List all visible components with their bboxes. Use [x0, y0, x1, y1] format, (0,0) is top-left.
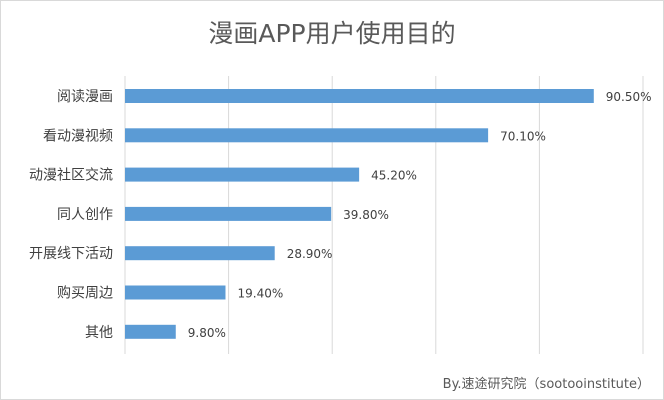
bar: [125, 128, 489, 143]
category-label: 购买周边: [57, 286, 113, 302]
data-label: 19.40%: [237, 287, 283, 301]
data-label: 39.80%: [343, 208, 389, 222]
source-note: By.速途研究院（sootooinstitute）: [443, 376, 650, 392]
category-label: 其他: [85, 325, 113, 341]
bar: [125, 206, 332, 221]
bar: [125, 285, 226, 300]
data-label: 9.80%: [188, 326, 226, 340]
category-label: 动漫社区交流: [29, 167, 113, 184]
category-label: 开展线下活动: [29, 246, 113, 262]
bar: [125, 89, 594, 103]
chart-title: 漫画APP用户使用目的: [208, 19, 455, 48]
bar: [125, 167, 360, 182]
data-label: 90.50%: [606, 90, 652, 104]
category-label: 同人创作: [57, 207, 113, 223]
bar: [125, 324, 176, 339]
data-label: 45.20%: [371, 169, 417, 183]
category-label: 看动漫视频: [43, 128, 113, 144]
bar: [125, 246, 275, 261]
data-label: 70.10%: [500, 129, 546, 143]
data-label: 28.90%: [287, 247, 333, 261]
category-label: 阅读漫画: [57, 88, 113, 105]
